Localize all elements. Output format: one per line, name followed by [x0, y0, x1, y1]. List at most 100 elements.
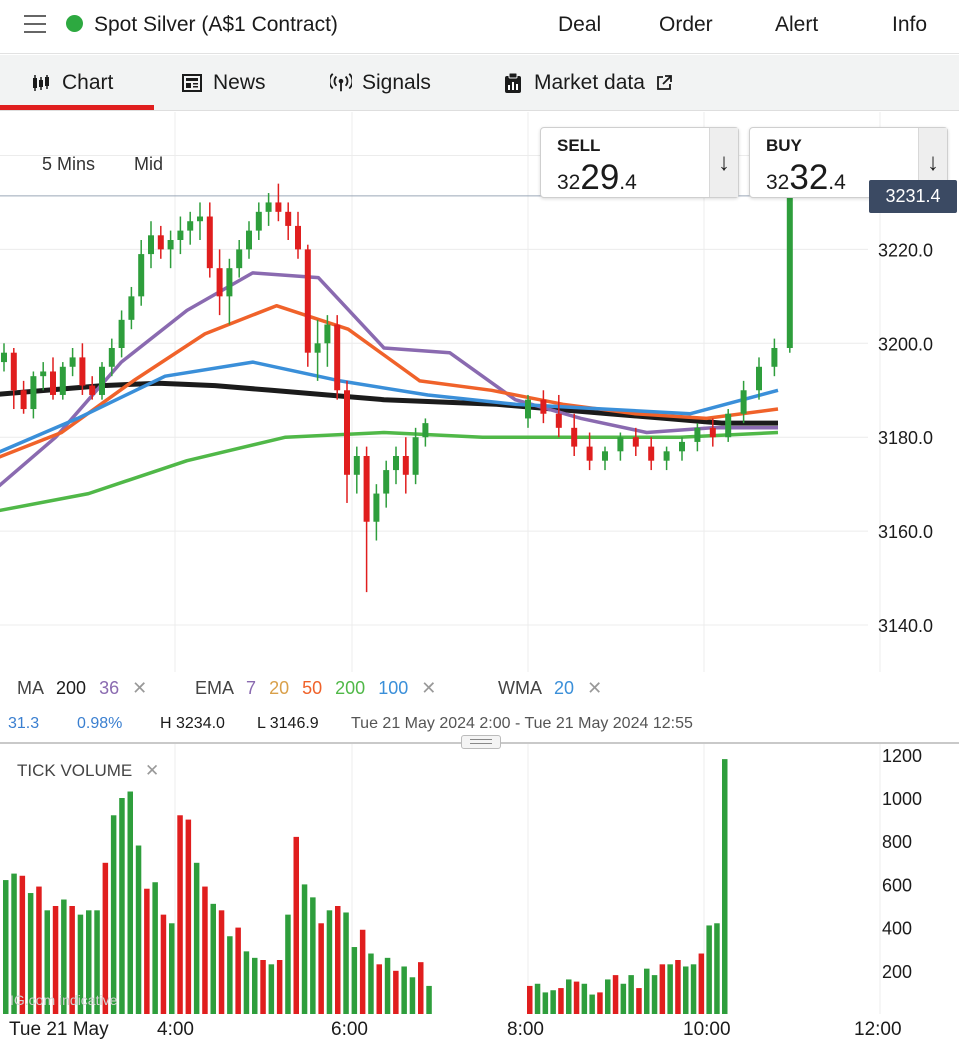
interval-selector[interactable]: 5 Mins	[42, 154, 96, 174]
date-range: Tue 21 May 2024 2:00 - Tue 21 May 2024 1…	[351, 715, 693, 732]
volume-title-label: TICK VOLUME	[17, 761, 133, 780]
volume-bar	[620, 983, 627, 1014]
y-tick-label: 3160.0	[878, 522, 933, 542]
ma-indicator[interactable]: MA 200 36 ✕	[17, 678, 147, 699]
change-value: 31.3	[8, 715, 40, 732]
sell-price-prefix: 32	[557, 171, 581, 194]
candle-body	[79, 357, 86, 386]
candle-body	[334, 324, 341, 391]
candle	[226, 258, 233, 325]
candle-body	[128, 296, 135, 320]
tab-chart[interactable]: Chart	[30, 55, 113, 110]
ema-indicator[interactable]: EMA 7 20 50 200 100 ✕	[195, 678, 436, 699]
candle-body	[402, 456, 409, 475]
tab-market-data[interactable]: Market data	[502, 55, 673, 110]
candlestick-icon	[33, 74, 49, 91]
volume-bar	[243, 951, 250, 1014]
candle-body	[20, 390, 27, 410]
pane-resize-handle[interactable]	[461, 735, 501, 749]
volume-bar	[235, 927, 241, 1014]
candle-body	[571, 427, 578, 447]
candle	[50, 357, 56, 400]
volume-bar	[77, 914, 84, 1014]
candle-body	[586, 446, 593, 461]
volume-bar	[276, 960, 283, 1014]
candle-body	[540, 399, 547, 414]
remove-ma-icon[interactable]: ✕	[132, 678, 148, 698]
candle-body	[1, 352, 7, 363]
candle-body	[422, 423, 429, 438]
candle-body	[412, 437, 419, 475]
alert-button[interactable]: Alert	[775, 13, 819, 36]
ema-20: 20	[269, 678, 290, 698]
candle	[128, 286, 135, 330]
top-bar: Spot Silver (A$1 Contract) Deal Order Al…	[0, 0, 959, 54]
ema-7: 7	[246, 678, 257, 698]
volume-bar	[27, 893, 34, 1014]
volume-bar	[185, 819, 192, 1014]
candle-body	[771, 348, 778, 367]
volume-bar	[612, 975, 619, 1014]
candle	[10, 348, 17, 410]
candle	[30, 371, 37, 419]
volume-bar	[426, 985, 432, 1014]
candle-body	[157, 235, 164, 250]
remove-wma-icon[interactable]: ✕	[587, 678, 603, 698]
candle	[555, 394, 562, 438]
deal-button[interactable]: Deal	[558, 13, 602, 36]
y-tick-label: 1200	[882, 746, 922, 766]
active-tab-indicator	[0, 105, 154, 110]
volume-bar	[393, 970, 399, 1014]
order-button[interactable]: Order	[659, 13, 713, 36]
candle	[393, 446, 399, 485]
candle-body	[648, 446, 655, 461]
candle-body	[206, 216, 213, 269]
volume-bar	[683, 966, 689, 1014]
candle-body	[265, 202, 272, 212]
volume-bar	[527, 985, 533, 1014]
volume-chart[interactable]: 200 400 600 800 1000 1200	[0, 744, 959, 1014]
candle-body	[167, 240, 174, 250]
volume-bar	[351, 947, 358, 1014]
candle	[412, 427, 419, 485]
volume-bar	[675, 960, 681, 1014]
volume-bar	[384, 957, 391, 1014]
volume-bar	[667, 964, 673, 1014]
price-type-selector[interactable]: Mid	[134, 154, 164, 174]
candle-body	[285, 211, 292, 226]
candle-body	[197, 216, 203, 222]
volume-bar	[368, 953, 374, 1014]
candle	[756, 357, 762, 400]
candle	[694, 423, 701, 452]
volume-bar	[566, 979, 572, 1014]
volume-bar	[659, 964, 666, 1014]
volume-bar	[69, 906, 75, 1014]
remove-volume-icon[interactable]: ✕	[144, 761, 160, 780]
tab-signals[interactable]: Signals	[330, 55, 431, 110]
tab-signals-label: Signals	[362, 70, 431, 94]
volume-bar	[61, 899, 67, 1014]
x-tick-label: 10:00	[683, 1019, 731, 1040]
hamburger-menu-icon[interactable]	[24, 15, 46, 35]
tab-news[interactable]: News	[181, 55, 266, 110]
sell-button[interactable]: SELL 3229.4 ↓	[540, 127, 739, 198]
instrument-title: Spot Silver (A$1 Contract)	[94, 13, 338, 36]
volume-bar	[714, 923, 720, 1014]
candle	[236, 240, 243, 278]
remove-ema-icon[interactable]: ✕	[421, 678, 437, 698]
ma-series-line	[0, 430, 779, 513]
candle-body	[525, 399, 531, 419]
low-value: L 3146.9	[257, 715, 319, 732]
info-button[interactable]: Info	[892, 13, 928, 36]
y-tick-label: 200	[882, 962, 912, 982]
tab-bar: Chart News Signals Market data	[0, 55, 959, 111]
volume-bar	[310, 897, 316, 1014]
volume-bar	[127, 791, 133, 1014]
wma-indicator[interactable]: WMA 20 ✕	[498, 678, 602, 699]
volume-bar	[376, 964, 382, 1014]
candle	[99, 362, 105, 400]
candle-body	[324, 324, 331, 344]
sell-price-suffix: .4	[619, 171, 637, 194]
candle	[383, 460, 390, 508]
